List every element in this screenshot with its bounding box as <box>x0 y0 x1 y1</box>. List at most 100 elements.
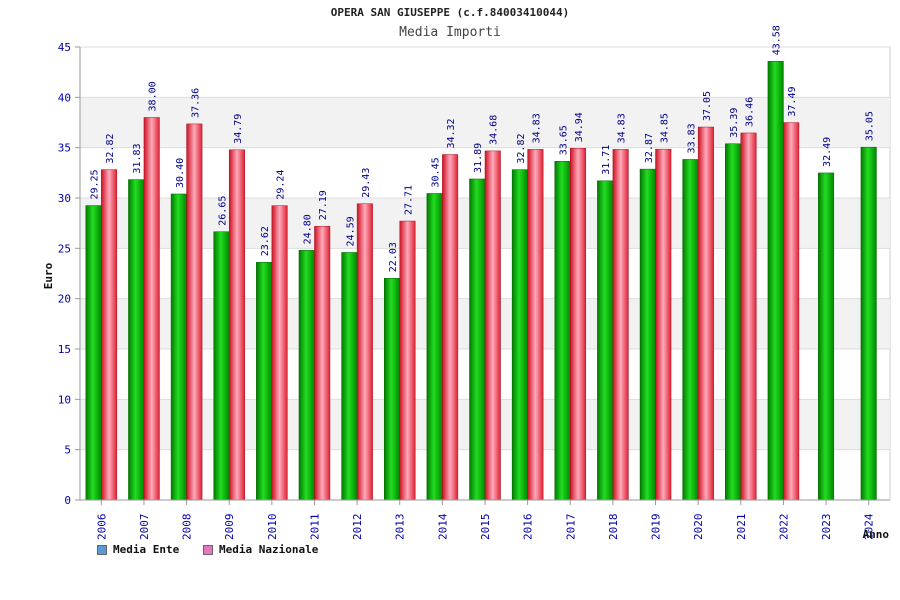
x-tick-label: 2013 <box>394 514 407 541</box>
data-label-media-ente: 32.82 <box>516 134 527 164</box>
legend-swatch-nazionale <box>203 544 213 555</box>
bar-media-ente <box>639 168 656 501</box>
y-tick-label: 10 <box>58 393 71 406</box>
y-tick-label: 35 <box>58 142 71 155</box>
data-label-media-ente: 24.59 <box>345 216 356 246</box>
legend-item-media-nazionale: Media Nazionale <box>203 543 318 556</box>
axes: 0 5 10 15 20 25 30 35 40 45 2006 2007 2008 2009 2010 20… <box>58 41 890 540</box>
y-axis-label: Euro <box>42 262 55 289</box>
bars <box>85 61 877 501</box>
bar-media-ente <box>85 205 102 501</box>
bar-media-ente <box>213 231 230 501</box>
data-label-media-ente: 30.45 <box>431 157 442 187</box>
bar-media-nazionale <box>570 148 587 501</box>
bar-media-nazionale <box>314 226 331 501</box>
bar-media-nazionale <box>399 220 416 501</box>
data-label-media-ente: 24.80 <box>303 214 314 244</box>
y-tick-label: 5 <box>64 444 71 457</box>
data-label-media-nazionale: 34.85 <box>659 113 670 143</box>
data-label-media-nazionale: 37.05 <box>702 91 713 121</box>
x-tick-label: 2020 <box>692 514 705 541</box>
data-label-media-nazionale: 34.32 <box>446 118 457 148</box>
bar-media-nazionale <box>101 169 118 501</box>
bar-media-nazionale <box>740 132 757 501</box>
bar-media-ente <box>682 159 699 501</box>
legend-label-ente: Media Ente <box>113 543 180 556</box>
x-tick-label: 2022 <box>777 514 790 541</box>
legend-swatch-ente <box>97 544 107 555</box>
x-tick-label: 2024 <box>863 513 876 540</box>
data-label-media-ente: 22.03 <box>388 242 399 272</box>
bar-media-nazionale <box>228 149 245 501</box>
bar-media-ente <box>298 250 315 501</box>
bar-media-nazionale <box>484 150 501 501</box>
bar-media-nazionale <box>783 122 800 501</box>
data-labels: 29.25 32.82 31.83 38.00 30.40 37.36 26.65 34.79… <box>90 25 876 272</box>
data-label-media-ente: 35.39 <box>729 108 740 138</box>
data-label-media-nazionale: 32.82 <box>105 134 116 164</box>
x-tick-label: 2017 <box>564 514 577 541</box>
y-tick-label: 40 <box>58 91 71 104</box>
data-label-media-ente: 33.65 <box>559 125 570 155</box>
bar-media-ente <box>128 179 145 501</box>
bar-media-nazionale <box>697 126 714 501</box>
data-label-media-ente: 31.71 <box>601 145 612 175</box>
data-label-media-nazionale: 36.46 <box>745 97 756 127</box>
data-label-media-ente: 26.65 <box>217 196 228 226</box>
bar-media-nazionale <box>143 117 160 501</box>
bar-media-nazionale <box>655 148 672 501</box>
y-tick-label: 20 <box>58 293 71 306</box>
bar-media-nazionale <box>527 149 544 501</box>
data-label-media-ente: 35.05 <box>865 111 876 141</box>
bar-media-nazionale <box>442 154 459 501</box>
data-label-media-nazionale: 37.36 <box>190 88 201 118</box>
x-tick-label: 2023 <box>820 514 833 541</box>
chart-title: OPERA SAN GIUSEPPE (c.f.84003410044) <box>330 6 570 19</box>
data-label-media-ente: 31.89 <box>473 143 484 173</box>
data-label-media-nazionale: 34.94 <box>574 112 585 142</box>
x-tick-label: 2008 <box>181 514 194 541</box>
data-label-media-nazionale: 29.24 <box>276 170 287 200</box>
bar-media-ente <box>426 193 443 501</box>
bar-media-ente <box>554 161 571 501</box>
bar-media-ente <box>170 193 187 501</box>
x-tick-label: 2019 <box>650 514 663 541</box>
data-label-media-nazionale: 34.83 <box>617 113 628 143</box>
data-label-media-nazionale: 27.19 <box>318 190 329 220</box>
bar-media-nazionale <box>271 205 288 501</box>
bar-media-nazionale <box>186 123 203 501</box>
data-label-media-ente: 23.62 <box>260 226 271 256</box>
bar-media-ente <box>383 277 400 501</box>
data-label-media-ente: 32.49 <box>822 137 833 167</box>
bar-media-ente <box>818 172 835 501</box>
x-axis-label: Anno <box>863 528 890 541</box>
data-label-media-ente: 29.25 <box>90 169 101 199</box>
data-label-media-nazionale: 34.83 <box>531 113 542 143</box>
x-tick-label: 2011 <box>308 514 321 541</box>
data-label-media-ente: 32.87 <box>644 133 655 163</box>
bar-media-ente <box>511 169 528 501</box>
data-label-media-ente: 31.83 <box>132 143 143 173</box>
bar-media-ente <box>860 146 877 501</box>
y-tick-label: 30 <box>58 192 71 205</box>
data-label-media-nazionale: 27.71 <box>403 185 414 215</box>
x-tick-label: 2006 <box>95 514 108 541</box>
bar-media-ente <box>256 261 273 501</box>
x-tick-label: 2012 <box>351 514 364 541</box>
x-tick-label: 2007 <box>138 514 151 541</box>
legend-label-nazionale: Media Nazionale <box>219 543 319 556</box>
data-label-media-nazionale: 34.79 <box>233 114 244 144</box>
data-label-media-nazionale: 38.00 <box>148 81 159 111</box>
y-tick-label: 45 <box>58 41 71 54</box>
data-label-media-nazionale: 29.43 <box>361 168 372 198</box>
bar-media-ente <box>341 252 358 501</box>
y-tick-label: 15 <box>58 343 71 356</box>
bar-media-nazionale <box>612 149 629 501</box>
bar-media-ente <box>767 61 784 501</box>
x-tick-label: 2015 <box>479 514 492 541</box>
x-tick-label: 2009 <box>223 514 236 541</box>
chart-subtitle: Media Importi <box>399 25 501 40</box>
bar-media-ente <box>597 180 614 501</box>
data-label-media-ente: 30.40 <box>175 158 186 188</box>
